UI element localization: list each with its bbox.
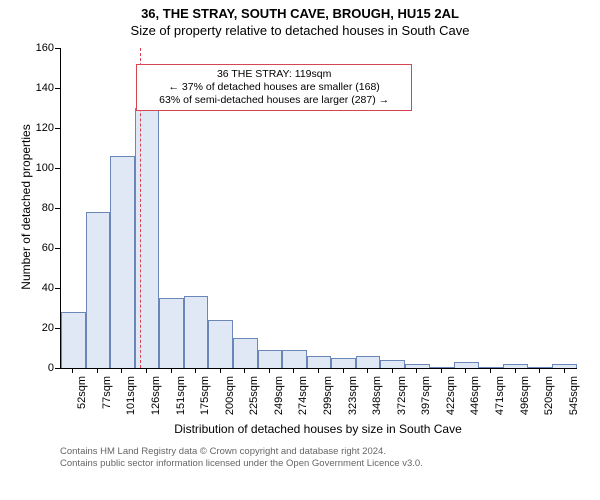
annotation-line: ← 37% of detached houses are smaller (16… [143, 81, 405, 94]
x-tick-mark [465, 368, 466, 373]
y-tick-label: 60 [0, 242, 54, 254]
x-tick-mark [121, 368, 122, 373]
y-tick-mark [55, 288, 60, 289]
histogram-bar [503, 364, 528, 368]
x-tick-label: 323sqm [347, 376, 359, 415]
x-tick-label: 77sqm [101, 376, 113, 409]
chart-title-sub: Size of property relative to detached ho… [0, 21, 600, 38]
x-tick-label: 471sqm [494, 376, 506, 415]
x-tick-label: 151sqm [175, 376, 187, 415]
y-tick-mark [55, 48, 60, 49]
x-tick-label: 520sqm [543, 376, 555, 415]
x-tick-mark [220, 368, 221, 373]
x-tick-label: 126sqm [150, 376, 162, 415]
x-tick-label: 397sqm [420, 376, 432, 415]
y-tick-mark [55, 248, 60, 249]
x-tick-label: 348sqm [371, 376, 383, 415]
y-tick-label: 100 [0, 162, 54, 174]
histogram-bar [184, 296, 209, 368]
y-tick-label: 140 [0, 82, 54, 94]
histogram-bar [61, 312, 86, 368]
histogram-bar [258, 350, 283, 368]
x-tick-mark [195, 368, 196, 373]
y-tick-mark [55, 328, 60, 329]
histogram-bar [282, 350, 307, 368]
x-tick-label: 249sqm [273, 376, 285, 415]
x-tick-mark [343, 368, 344, 373]
x-tick-label: 446sqm [469, 376, 481, 415]
footer-line-1: Contains HM Land Registry data © Crown c… [60, 446, 576, 458]
histogram-bar [86, 212, 111, 368]
y-tick-label: 40 [0, 282, 54, 294]
x-tick-label: 496sqm [519, 376, 531, 415]
footer-line-2: Contains public sector information licen… [60, 458, 576, 470]
x-tick-label: 200sqm [224, 376, 236, 415]
y-tick-label: 120 [0, 122, 54, 134]
y-tick-mark [55, 168, 60, 169]
histogram-bar [552, 364, 577, 368]
chart-container: 36, THE STRAY, SOUTH CAVE, BROUGH, HU15 … [0, 0, 600, 500]
x-tick-mark [72, 368, 73, 373]
x-tick-mark [367, 368, 368, 373]
x-tick-mark [171, 368, 172, 373]
x-tick-mark [392, 368, 393, 373]
annotation-box: 36 THE STRAY: 119sqm← 37% of detached ho… [136, 64, 412, 111]
y-tick-label: 80 [0, 202, 54, 214]
histogram-bar [430, 367, 455, 368]
annotation-line: 36 THE STRAY: 119sqm [143, 68, 405, 81]
histogram-bar [331, 358, 356, 368]
y-tick-label: 0 [0, 362, 54, 374]
histogram-bar [454, 362, 479, 368]
x-tick-mark [441, 368, 442, 373]
x-tick-mark [269, 368, 270, 373]
y-tick-mark [55, 208, 60, 209]
y-tick-label: 20 [0, 322, 54, 334]
histogram-bar [233, 338, 258, 368]
x-tick-label: 274sqm [297, 376, 309, 415]
x-tick-mark [146, 368, 147, 373]
x-tick-mark [564, 368, 565, 373]
x-tick-mark [293, 368, 294, 373]
histogram-bar [356, 356, 381, 368]
histogram-bar [135, 108, 160, 368]
histogram-bar [208, 320, 233, 368]
x-tick-mark [97, 368, 98, 373]
x-tick-label: 175sqm [199, 376, 211, 415]
annotation-line: 63% of semi-detached houses are larger (… [143, 94, 405, 107]
histogram-bar [159, 298, 184, 368]
x-tick-label: 372sqm [396, 376, 408, 415]
y-tick-mark [55, 88, 60, 89]
x-tick-mark [244, 368, 245, 373]
x-tick-mark [490, 368, 491, 373]
y-tick-mark [55, 128, 60, 129]
x-tick-mark [416, 368, 417, 373]
chart-title-main: 36, THE STRAY, SOUTH CAVE, BROUGH, HU15 … [0, 0, 600, 21]
x-tick-mark [539, 368, 540, 373]
x-tick-mark [515, 368, 516, 373]
x-tick-label: 52sqm [76, 376, 88, 409]
x-tick-label: 101sqm [125, 376, 137, 415]
x-tick-label: 225sqm [248, 376, 260, 415]
x-tick-label: 299sqm [322, 376, 334, 415]
y-tick-mark [55, 368, 60, 369]
footer-attribution: Contains HM Land Registry data © Crown c… [60, 446, 576, 471]
histogram-bar [307, 356, 332, 368]
histogram-bar [110, 156, 135, 368]
histogram-bar [380, 360, 405, 368]
histogram-bar [405, 364, 430, 368]
x-axis-label: Distribution of detached houses by size … [60, 422, 576, 436]
x-tick-label: 422sqm [445, 376, 457, 415]
y-tick-label: 160 [0, 42, 54, 54]
x-tick-mark [318, 368, 319, 373]
x-tick-label: 545sqm [568, 376, 580, 415]
